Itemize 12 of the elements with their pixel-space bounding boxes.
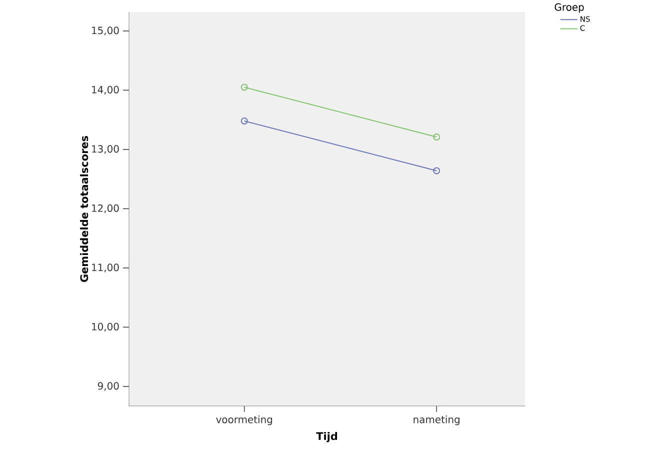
y-tick-label: 9,00	[98, 382, 119, 391]
y-tick-label: 15,00	[92, 26, 119, 36]
y-tick-label: 10,00	[92, 322, 119, 332]
x-axis-title: Tijd	[316, 432, 338, 442]
x-tick-label: voormeting	[216, 415, 272, 426]
y-tick-label: 12,00	[92, 204, 119, 213]
y-tick-label: 14,00	[92, 86, 119, 94]
legend-title: Groep	[554, 3, 584, 13]
x-tick-label: nameting	[414, 415, 460, 426]
y-axis-title: Gemiddelde totaalscores	[80, 136, 88, 282]
y-tick-label: 13,00	[92, 145, 119, 154]
y-tick-label: 11,00	[92, 264, 119, 272]
